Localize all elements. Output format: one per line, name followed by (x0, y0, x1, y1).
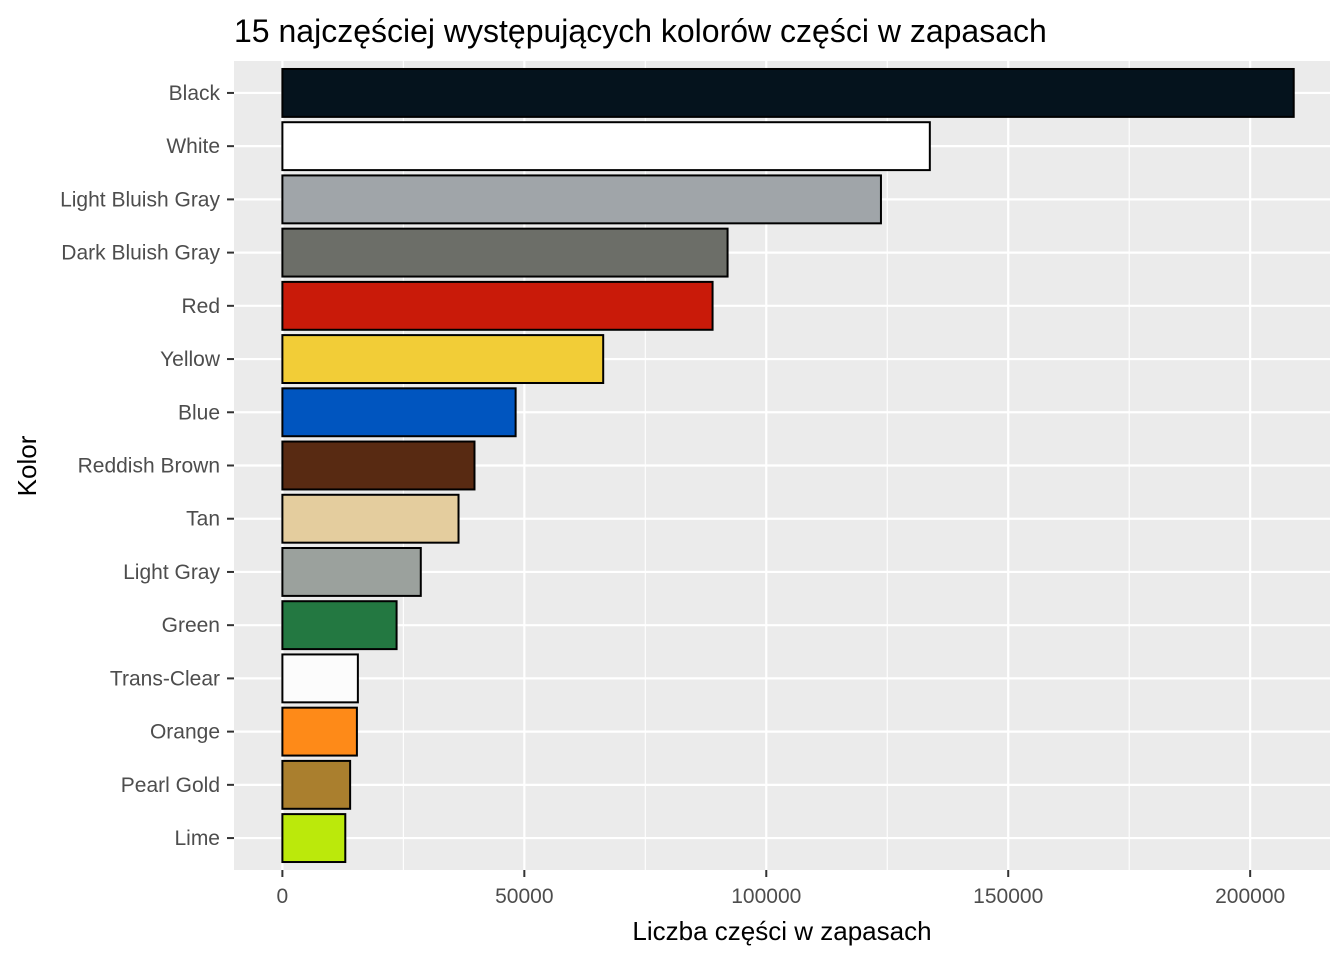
y-tick-label: White (166, 135, 220, 158)
bars (281, 67, 1295, 864)
x-tick-label: 50000 (495, 885, 553, 908)
bar-white (281, 121, 931, 172)
x-tick-label: 200000 (1215, 885, 1285, 908)
bar-green (281, 600, 398, 651)
x-tick-label: 100000 (731, 885, 801, 908)
bar-light-gray (281, 546, 422, 597)
y-tick-label: Yellow (160, 348, 221, 371)
y-tick-label: Lime (174, 827, 220, 850)
bar-lime (281, 813, 347, 864)
x-tick-label: 150000 (973, 885, 1043, 908)
y-axis-title: Kolor (12, 435, 42, 496)
bar-blue (281, 387, 517, 438)
y-tick-label: Blue (178, 401, 220, 424)
y-tick-label: Orange (150, 721, 220, 744)
y-axis-ticks: Black White Light Bluish Gray Dark Bluish G… (60, 82, 234, 850)
y-tick-label: Light Bluish Gray (60, 188, 220, 211)
x-axis-ticks: 0 50000 100000 150000 200000 (277, 870, 1285, 908)
y-tick-label: Pearl Gold (121, 774, 220, 797)
y-tick-label: Reddish Brown (78, 455, 220, 478)
x-tick-label: 0 (277, 885, 289, 908)
bar-black (281, 67, 1295, 118)
y-tick-label: Black (169, 82, 221, 105)
y-tick-label: Red (181, 295, 220, 318)
bar-red (281, 280, 714, 331)
chart-title: 15 najczęściej występujących kolorów czę… (234, 13, 1047, 49)
y-tick-label: Dark Bluish Gray (61, 242, 220, 265)
bar-light-bluish-gray (281, 174, 882, 225)
y-tick-label: Light Gray (123, 561, 220, 584)
y-tick-label: Tan (186, 508, 220, 531)
bar-orange (281, 706, 358, 757)
bar-yellow (281, 334, 605, 385)
y-tick-label: Trans-Clear (110, 667, 220, 690)
bar-reddish-brown (281, 440, 476, 491)
bar-trans-clear (281, 653, 359, 704)
y-tick-label: Green (162, 614, 220, 637)
x-axis-title: Liczba części w zapasach (632, 916, 931, 946)
bar-pearl-gold (281, 759, 352, 810)
bar-dark-bluish-gray (281, 227, 729, 278)
bar-tan (281, 493, 460, 544)
